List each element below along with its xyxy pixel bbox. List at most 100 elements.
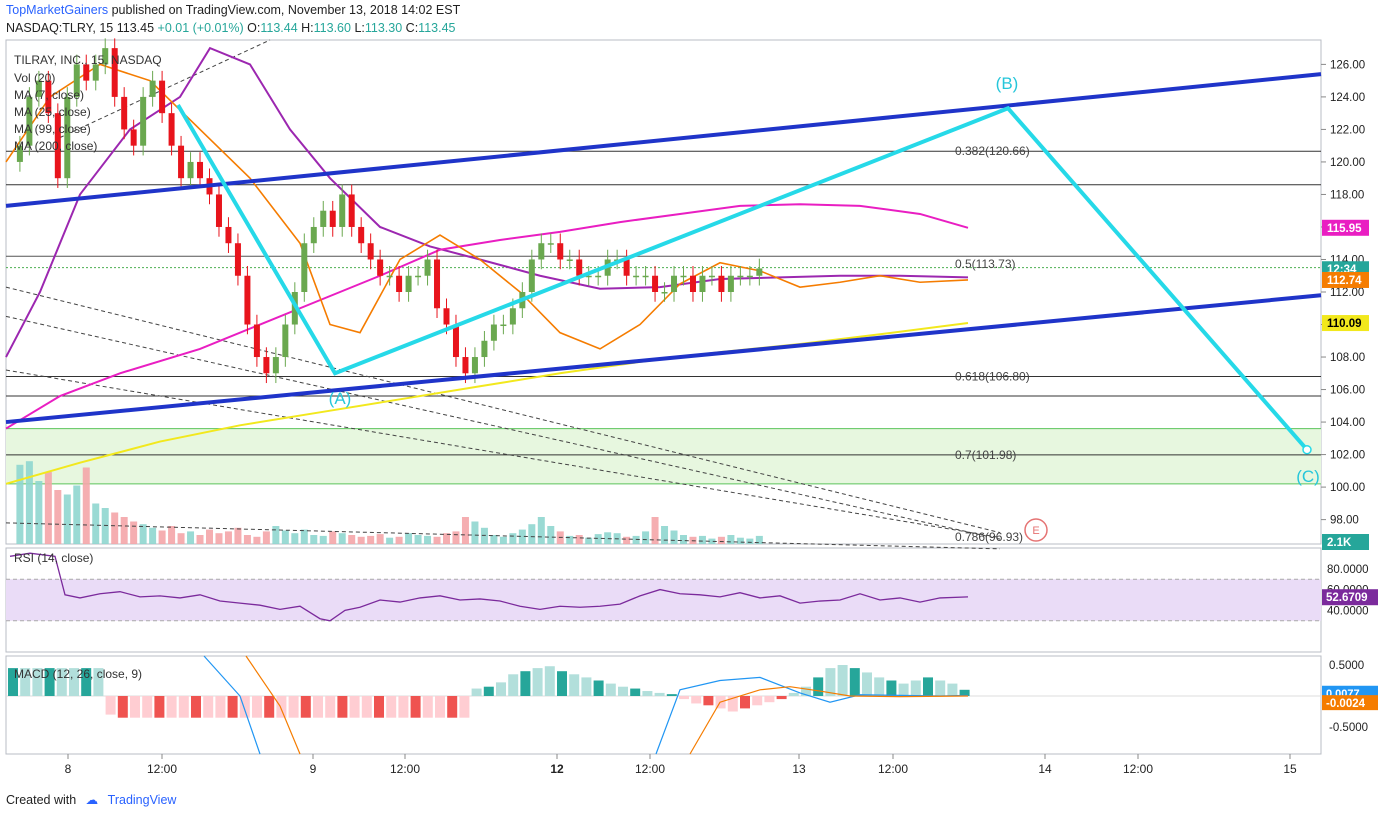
volume-bar [16,464,24,544]
candle-body [187,161,194,179]
candle-body [737,275,744,278]
fib-label: 0.786(96.93) [955,530,1023,544]
close-value: 113.45 [418,21,456,35]
candle-body [263,357,270,374]
candle-body [215,194,222,227]
volume-bar [509,533,517,544]
macd-tick-label: 0.5000 [1329,660,1364,672]
candle-body [642,275,649,278]
macd-hist-bar [459,696,470,718]
volume-bar [25,461,33,544]
price-tick-label: 112.00 [1330,287,1364,299]
candle-body [358,226,365,244]
candle-body [54,113,61,179]
candle-body [481,340,488,358]
macd-hist-bar [386,696,397,718]
candle-body [140,96,147,146]
candle-body [272,357,279,374]
macd-hist-bar [666,694,677,696]
volume-bar [187,531,195,544]
macd-hist-bar [105,696,116,715]
volume-bar [746,538,754,544]
candle-body [689,275,696,292]
macd-hist-bar [837,665,848,696]
volume-bar [54,490,62,544]
time-tick-label: 9 [310,762,317,776]
macd-hist-bar [910,680,921,696]
legend-title: TILRAY, INC., 15, NASDAQ [14,53,162,67]
macd-hist-bar [849,668,860,696]
tradingview-link[interactable]: TradingView [107,793,177,807]
volume-bar [376,534,384,544]
candle-body [585,275,592,278]
candle-body [45,80,52,114]
candle-body [386,275,393,278]
candle-body [443,308,450,325]
ma7-line [5,63,969,350]
volume-bar [386,537,394,544]
macd-hist-bar [569,674,580,696]
time-tick-label: 12:00 [147,762,177,776]
candle-body [576,259,583,276]
wave-label-c: (C) [1296,467,1320,486]
volume-bar [623,536,631,544]
legend-item: Vol (20) [14,71,55,85]
candle-body [339,194,346,227]
macd-hist-bar [361,696,372,718]
macd-hist-bar [605,683,616,696]
time-tick-label: 12:00 [635,762,665,776]
macd-label: MACD (12, 26, close, 9) [14,667,142,681]
price-badge-label: 115.95 [1327,223,1362,235]
volume-bar [101,508,109,544]
macd-hist-bar [776,696,787,700]
price-tick-label: 102.00 [1330,450,1365,462]
time-tick-label: 12:00 [390,762,420,776]
volume-bar [424,535,432,544]
volume-bar [73,485,81,544]
fib-label: 0.618(106.80) [955,370,1030,384]
volume-bar [566,535,574,544]
time-tick-label: 14 [1038,762,1052,776]
elliott-wave-path [176,104,1309,452]
macd-hist-bar [508,674,519,696]
macd-hist-bar [374,696,384,718]
volume-bar [414,535,422,544]
volume-bar [177,533,185,544]
ma25-line [5,46,969,358]
volume-bar [604,532,612,544]
macd-hist-bar [349,696,360,718]
macd-hist-bar [740,696,750,709]
macd-hist-bar [203,696,214,718]
volume-bar [300,529,308,544]
macd-hist-bar [288,696,299,718]
volume-bar [319,535,327,544]
volume-bar [281,530,289,544]
volume-bar [661,526,669,544]
macd-hist-bar [691,696,702,704]
publisher-link[interactable]: TopMarketGainers [6,3,109,17]
high-value: 113.60 [313,21,351,35]
macd-hist-bar [142,696,153,718]
wave-end-point [1302,444,1312,455]
volume-bar [461,517,469,544]
price-tick-label: 122.00 [1330,124,1365,136]
macd-hist-bar [874,677,885,696]
symbol-header: NASDAQ:TLRY, 15 113.45 +0.01 (+0.01%) O:… [6,21,456,35]
volume-bar [92,503,100,544]
candle-body [708,275,715,278]
candle-body [83,64,90,81]
candle-body [500,324,507,327]
candle-body [320,210,327,227]
candle-body [310,226,317,244]
macd-hist-bar [166,696,177,718]
macd-signal-value: -0.0024 [1326,698,1366,710]
candle-body [557,243,564,260]
created-with-text: Created with [6,793,77,807]
price-tick-label: 106.00 [1330,385,1365,397]
candle-body [680,275,687,278]
price-tick-label: 98.00 [1330,515,1359,527]
volume-bar [243,535,251,544]
volume-bar [253,536,261,544]
volume-bar [537,517,545,544]
